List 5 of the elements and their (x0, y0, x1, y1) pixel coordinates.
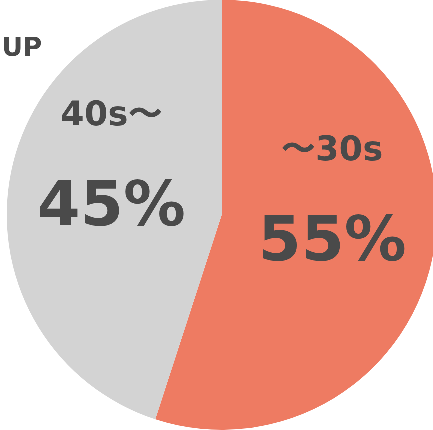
data-label: 45% (37, 168, 186, 241)
slice-label: 40s〜 (60, 94, 162, 135)
slice-label: 〜30s (282, 129, 384, 170)
data-label: 55% (258, 202, 407, 276)
text: UP (2, 33, 42, 63)
